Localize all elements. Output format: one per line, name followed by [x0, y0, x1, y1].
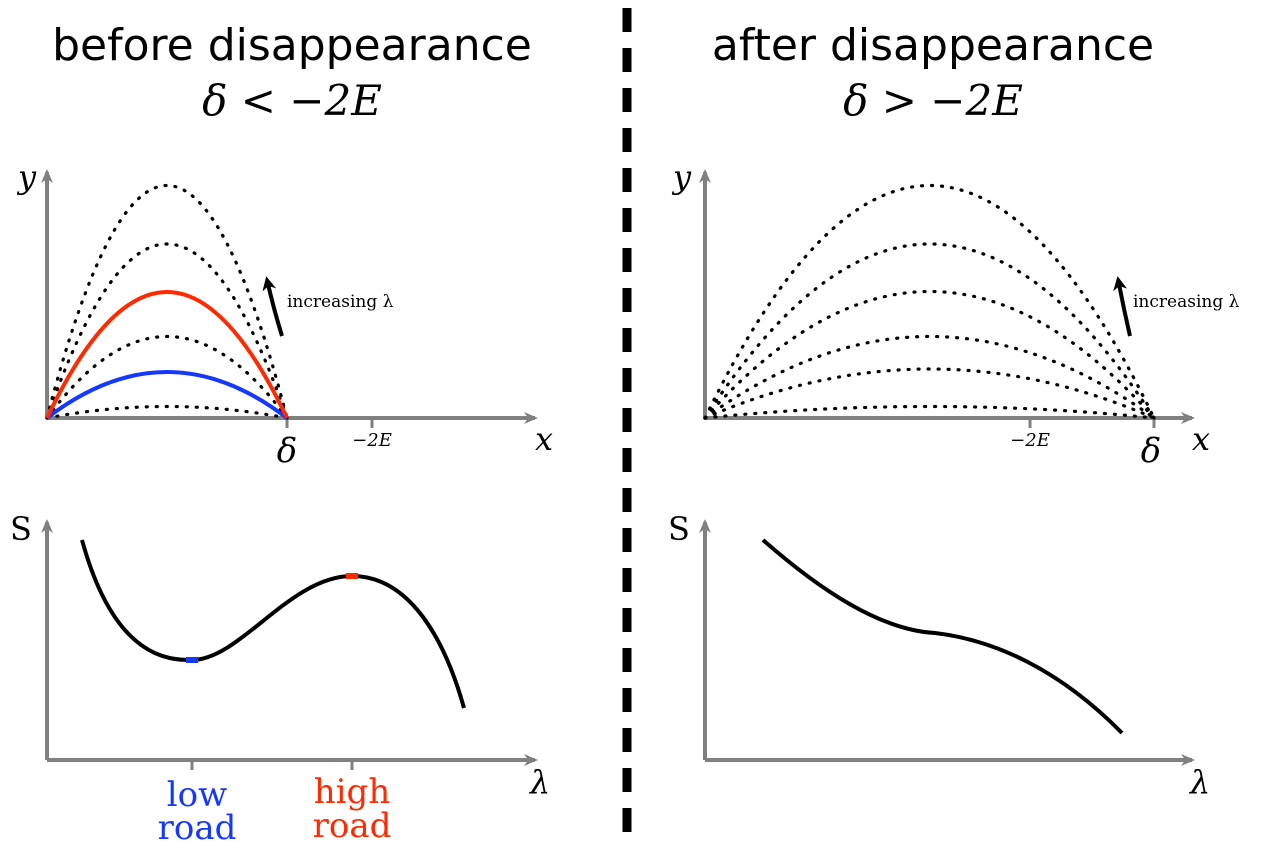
left-y-label: y — [16, 158, 37, 196]
left-bottom-axes — [41, 519, 538, 770]
right-minus2E-label: −2E — [1010, 430, 1050, 451]
high-road-trajectory — [45, 290, 289, 419]
right-dotted-curve-3 — [703, 335, 1156, 420]
left-x-label: x — [535, 420, 553, 458]
left-annotation: increasing λ — [287, 292, 394, 312]
right-dotted-curve-2 — [703, 367, 1156, 420]
low-road-label-line2: road — [158, 808, 237, 841]
right-delta-label: δ — [1141, 431, 1161, 471]
high-road-marker — [346, 573, 358, 579]
left-dotted-curve-1 — [45, 404, 289, 420]
right-trajectories — [703, 184, 1156, 420]
low-road-label-line1: low — [167, 775, 227, 815]
right-top-axes — [699, 169, 1195, 428]
right-bottom-axes — [699, 519, 1195, 766]
right-S-label: S — [668, 510, 690, 548]
right-dotted-curve-6 — [703, 184, 1156, 420]
left-condition: δ < −2E — [202, 76, 382, 125]
left-S-label: S — [10, 510, 32, 548]
right-annotation: increasing λ — [1133, 292, 1240, 312]
high-road-label-line1: high — [314, 772, 390, 812]
high-road-label-line2: road — [313, 806, 392, 841]
left-title: before disappearance — [52, 20, 532, 71]
low-road-trajectory — [45, 370, 289, 420]
left-delta-label: δ — [277, 431, 297, 471]
left-increasing-arrow — [262, 276, 284, 337]
right-condition: δ > −2E — [843, 76, 1023, 125]
left-dotted-curve-2 — [45, 335, 289, 420]
action-curve-right — [761, 538, 1124, 735]
right-lambda-label: λ — [1188, 763, 1210, 801]
right-title: after disappearance — [712, 20, 1154, 71]
left-lambda-label: λ — [528, 763, 550, 801]
left-dotted-curve-4 — [45, 184, 289, 420]
right-y-label: y — [671, 158, 692, 196]
left-minus2E-label: −2E — [352, 430, 392, 451]
right-dotted-curve-4 — [703, 290, 1156, 420]
low-road-marker — [186, 657, 198, 663]
right-increasing-arrow — [1113, 276, 1132, 337]
left-top-axes — [41, 169, 538, 428]
left-dotted-curve-3 — [45, 242, 289, 420]
right-dotted-curve-1 — [703, 404, 1156, 420]
right-x-label: x — [1192, 420, 1210, 458]
action-curve-left — [80, 539, 466, 709]
left-trajectories — [45, 184, 289, 420]
